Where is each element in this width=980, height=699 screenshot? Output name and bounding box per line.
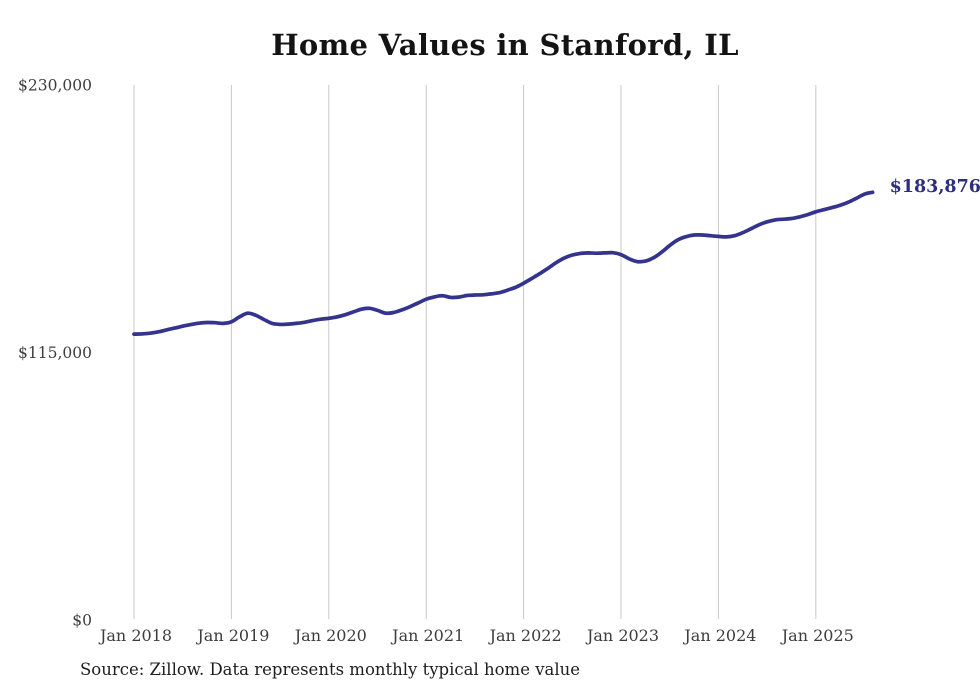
y-axis-tick-label: $230,000 bbox=[18, 77, 92, 95]
x-axis-tick-label: Jan 2021 bbox=[390, 626, 464, 645]
latest-value-label: $183,876 bbox=[890, 177, 980, 197]
home-value-line-series bbox=[132, 190, 875, 336]
x-axis-tick-label: Jan 2020 bbox=[293, 626, 367, 645]
x-axis-tick-label: Jan 2022 bbox=[488, 626, 562, 645]
y-axis-tick-label: $0 bbox=[72, 612, 92, 630]
chart-title: Home Values in Stanford, IL bbox=[271, 28, 739, 62]
x-axis-tick-label: Jan 2018 bbox=[98, 626, 172, 645]
source-note: Source: Zillow. Data represents monthly … bbox=[80, 660, 581, 679]
y-axis-tick-label: $115,000 bbox=[18, 344, 92, 362]
x-axis-tick-label: Jan 2025 bbox=[780, 626, 854, 645]
x-axis-tick-label: Jan 2019 bbox=[195, 626, 269, 645]
x-axis-tick-label: Jan 2023 bbox=[585, 626, 659, 645]
x-axis-tick-label: Jan 2024 bbox=[682, 626, 756, 645]
